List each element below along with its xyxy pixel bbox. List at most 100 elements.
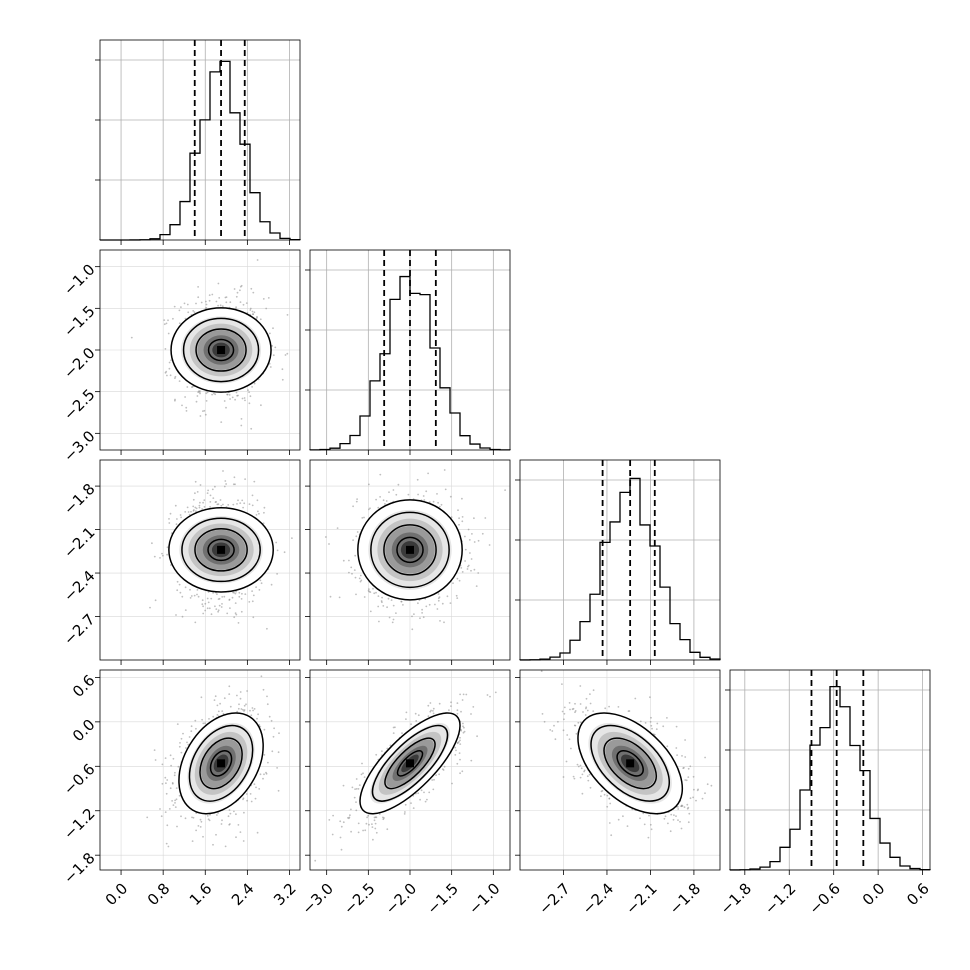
scatter-point	[269, 332, 271, 335]
scatter-point	[199, 501, 201, 504]
scatter-point	[188, 736, 191, 738]
scatter-point	[195, 302, 197, 305]
scatter-point	[456, 597, 459, 599]
density-peak	[406, 759, 414, 768]
scatter-point	[165, 842, 168, 845]
scatter-point	[238, 591, 241, 594]
scatter-point	[248, 601, 251, 603]
scatter-point	[424, 800, 427, 803]
scatter-point	[154, 759, 157, 761]
scatter-point	[197, 286, 200, 288]
scatter-point	[164, 776, 167, 779]
density-peak	[217, 346, 226, 354]
scatter-point	[175, 798, 178, 801]
scatter-point	[180, 737, 183, 740]
scatter-point	[177, 765, 180, 768]
scatter-point	[165, 792, 168, 795]
scatter-point	[438, 773, 440, 776]
scatter-point	[429, 710, 432, 713]
scatter-point	[466, 568, 469, 570]
scatter-point	[262, 522, 265, 525]
panel-frame	[729, 669, 931, 871]
scatter-point	[212, 592, 215, 594]
scatter-point	[472, 706, 475, 708]
scatter-point	[204, 609, 207, 612]
scatter-point	[365, 822, 368, 825]
scatter-point	[461, 497, 463, 500]
scatter-point	[331, 833, 334, 836]
scatter-point	[193, 311, 196, 313]
scatter-point	[454, 746, 457, 749]
scatter-point	[259, 579, 262, 582]
scatter-point	[210, 597, 213, 600]
scatter-point	[181, 404, 183, 407]
density-peak	[406, 545, 414, 554]
scatter-point	[221, 596, 224, 598]
scatter-point	[263, 773, 265, 776]
scatter-point	[214, 393, 217, 396]
scatter-point	[208, 819, 211, 822]
scatter-point	[185, 410, 188, 412]
scatter-point	[328, 819, 331, 821]
scatter-point	[415, 720, 418, 722]
scatter-point	[324, 536, 327, 538]
scatter-point	[211, 393, 214, 396]
scatter-point	[209, 506, 212, 508]
scatter-point	[179, 591, 182, 594]
scatter-point	[354, 788, 356, 790]
scatter-point	[195, 727, 197, 730]
scatter-point	[252, 594, 255, 597]
scatter-point	[355, 593, 357, 596]
scatter-point	[281, 368, 284, 371]
scatter-point	[476, 735, 478, 738]
scatter-point	[249, 307, 252, 310]
scatter-point	[577, 765, 580, 768]
scatter-point	[371, 826, 374, 828]
scatter-point	[224, 296, 227, 299]
scatter-point	[253, 311, 256, 314]
scatter-point	[687, 767, 690, 770]
scatter-point	[347, 817, 349, 819]
scatter-point	[240, 598, 243, 600]
scatter-point	[212, 497, 215, 499]
scatter-point	[689, 765, 692, 768]
scatter-point	[223, 400, 226, 402]
scatter-point	[342, 559, 345, 562]
scatter-point	[192, 505, 195, 508]
scatter-point	[420, 789, 423, 792]
scatter-point	[456, 702, 459, 704]
scatter-point	[255, 586, 257, 588]
scatter-point	[687, 776, 690, 778]
density-contour	[195, 328, 247, 372]
scatter-point	[355, 500, 358, 503]
scatter-point	[257, 510, 259, 513]
scatter-point	[284, 354, 287, 356]
scatter-point	[686, 803, 689, 806]
scatter-point	[202, 612, 205, 615]
scatter-point	[168, 522, 171, 524]
scatter-point	[192, 310, 195, 312]
scatter-point	[367, 814, 370, 817]
density-contour	[168, 506, 274, 593]
scatter-point	[226, 393, 229, 396]
scatter-point	[204, 413, 207, 416]
scatter-point	[340, 848, 343, 851]
scatter-point	[557, 720, 559, 723]
scatter-point	[224, 480, 227, 482]
scatter-point	[176, 723, 179, 725]
scatter-point	[686, 807, 689, 810]
density-contour	[170, 307, 272, 393]
panel-frame	[99, 39, 301, 241]
scatter-point	[368, 590, 371, 593]
scatter-point	[413, 613, 415, 615]
scatter-point	[206, 391, 209, 394]
scatter-point	[270, 719, 273, 722]
scatter-point	[208, 299, 211, 302]
scatter-point	[443, 621, 445, 624]
scatter-point	[179, 742, 181, 744]
scatter-point	[241, 397, 244, 400]
scatter-point	[214, 695, 217, 698]
scatter-point	[228, 685, 231, 688]
scatter-point	[464, 548, 467, 551]
scatter-point	[425, 490, 428, 493]
